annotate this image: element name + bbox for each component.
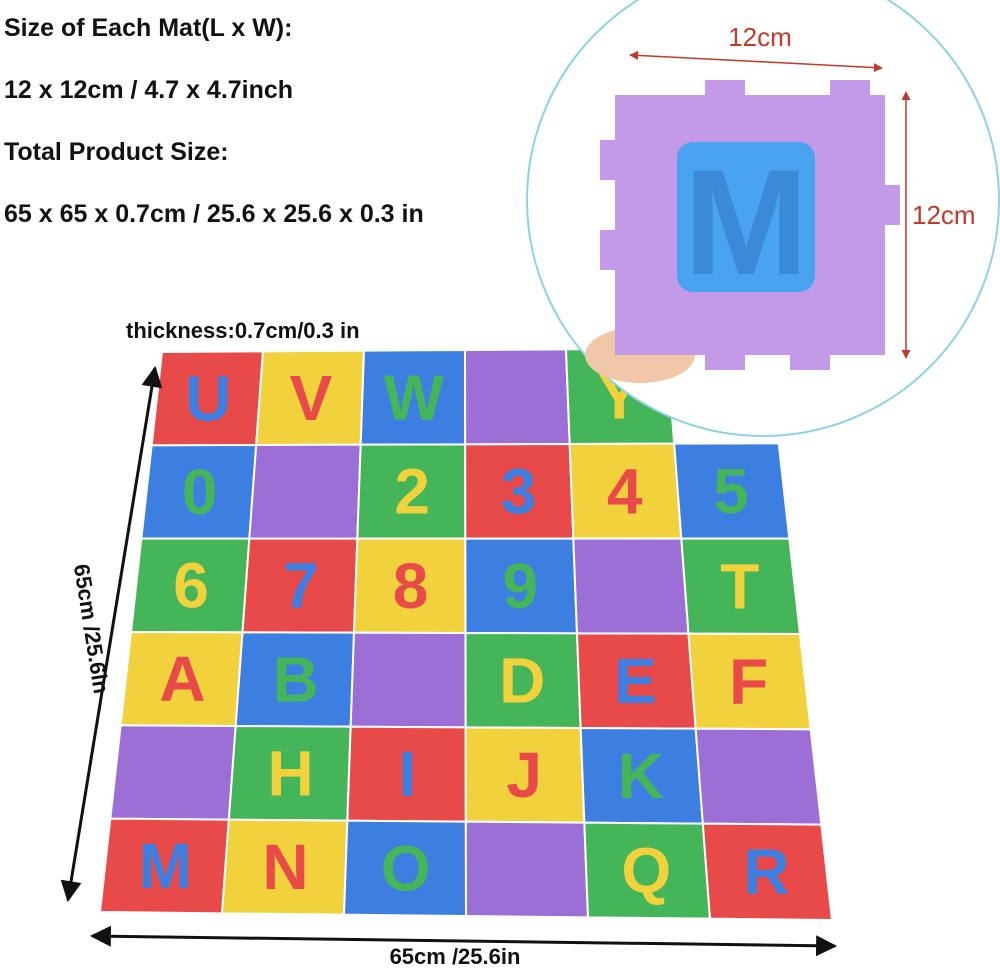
tile-letter: P <box>505 833 548 905</box>
inset-width: 12cm <box>728 22 792 52</box>
spec-label: Total Product Size: <box>4 138 229 166</box>
tile-letter: 4 <box>607 455 643 527</box>
tile-letter: L <box>738 741 777 813</box>
tile-letter: 9 <box>502 550 538 622</box>
inset: M 12cm 12cm <box>526 0 1000 437</box>
tile-letter: 0 <box>182 456 218 528</box>
tile-letter: 3 <box>501 455 537 527</box>
tile-letter: S <box>609 550 652 622</box>
width-arrow <box>629 50 883 73</box>
tile-letter: X <box>495 361 538 433</box>
side-dimension: 65cm /25.6in <box>69 562 114 695</box>
thickness-label: thickness:0.7cm/0.3 in <box>126 318 360 343</box>
tile-letter: J <box>506 739 542 811</box>
inset-height: 12cm <box>912 200 976 230</box>
tile-letter: K <box>618 740 664 812</box>
tile-letter: 8 <box>393 550 429 622</box>
tile-letter: E <box>614 645 657 717</box>
tile-letter: V <box>290 362 333 434</box>
tile-letter: H <box>268 737 314 809</box>
tile-letter: A <box>159 643 205 715</box>
tile-letter: N <box>262 831 308 903</box>
tile-letter: G <box>149 736 199 808</box>
tile-letter: F <box>729 645 768 717</box>
tile <box>701 822 834 922</box>
tile-letter: C <box>386 644 432 716</box>
tile-letter: 6 <box>173 549 209 621</box>
tile-letter: T <box>720 550 759 622</box>
spec-label: Size of Each Mat(L x W): <box>4 14 292 42</box>
spec-value: 12 x 12cm / 4.7 x 4.7inch <box>4 76 293 104</box>
tile-letter: 5 <box>713 455 749 527</box>
tile-letter: 7 <box>283 550 319 622</box>
bottom-dimension: 65cm /25.6in <box>390 944 521 969</box>
tile-letter: B <box>273 643 319 715</box>
tile-letter: O <box>381 832 431 904</box>
tile-letter: 1 <box>288 456 324 528</box>
side-arrow <box>60 365 163 903</box>
tile-letter: I <box>398 738 416 810</box>
inset-letter: M <box>684 138 809 306</box>
inset-letter-bg <box>677 142 815 292</box>
tile-letter: Q <box>621 835 671 907</box>
tile-letter: 2 <box>394 456 430 528</box>
tile-letter: U <box>185 362 231 434</box>
puzzle-mat: U V W X Y0 1 2 3 4 56 7 8 9 S TA B C D E FG H I J K LM N O P Q R <box>98 347 834 922</box>
tile-letter: R <box>743 836 789 908</box>
tile-letter: D <box>499 644 545 716</box>
bottom-arrow <box>89 925 838 957</box>
spec-value: 65 x 65 x 0.7cm / 25.6 x 25.6 x 0.3 in <box>4 200 424 228</box>
tile-letter: M <box>139 830 192 902</box>
tile-letter: W <box>384 361 445 433</box>
